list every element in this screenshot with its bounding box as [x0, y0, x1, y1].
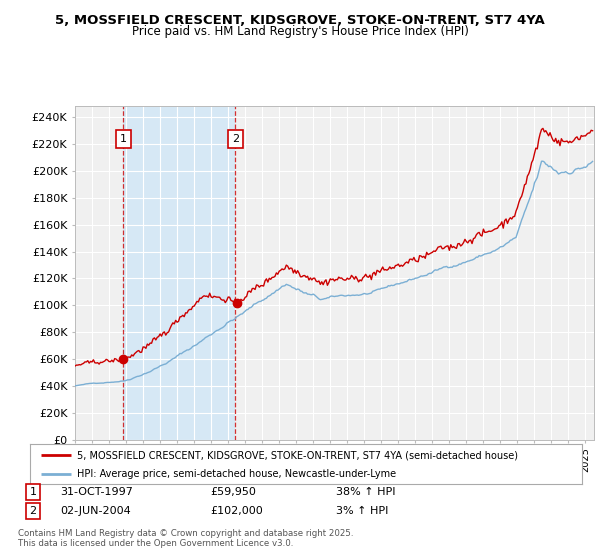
- Text: 5, MOSSFIELD CRESCENT, KIDSGROVE, STOKE-ON-TRENT, ST7 4YA (semi-detached house): 5, MOSSFIELD CRESCENT, KIDSGROVE, STOKE-…: [77, 450, 518, 460]
- Text: HPI: Average price, semi-detached house, Newcastle-under-Lyme: HPI: Average price, semi-detached house,…: [77, 469, 396, 479]
- Text: 5, MOSSFIELD CRESCENT, KIDSGROVE, STOKE-ON-TRENT, ST7 4YA: 5, MOSSFIELD CRESCENT, KIDSGROVE, STOKE-…: [55, 14, 545, 27]
- Text: 2: 2: [29, 506, 37, 516]
- Text: £59,950: £59,950: [210, 487, 256, 497]
- Bar: [123, 106, 235, 440]
- Text: 31-OCT-1997: 31-OCT-1997: [60, 487, 133, 497]
- Text: This data is licensed under the Open Government Licence v3.0.: This data is licensed under the Open Gov…: [18, 539, 293, 548]
- Text: 2: 2: [232, 134, 239, 144]
- Text: 38% ↑ HPI: 38% ↑ HPI: [336, 487, 395, 497]
- Text: Contains HM Land Registry data © Crown copyright and database right 2025.: Contains HM Land Registry data © Crown c…: [18, 529, 353, 538]
- Text: Price paid vs. HM Land Registry's House Price Index (HPI): Price paid vs. HM Land Registry's House …: [131, 25, 469, 38]
- Text: £102,000: £102,000: [210, 506, 263, 516]
- Text: 1: 1: [29, 487, 37, 497]
- Text: 3% ↑ HPI: 3% ↑ HPI: [336, 506, 388, 516]
- Text: 1: 1: [119, 134, 127, 144]
- Text: 02-JUN-2004: 02-JUN-2004: [60, 506, 131, 516]
